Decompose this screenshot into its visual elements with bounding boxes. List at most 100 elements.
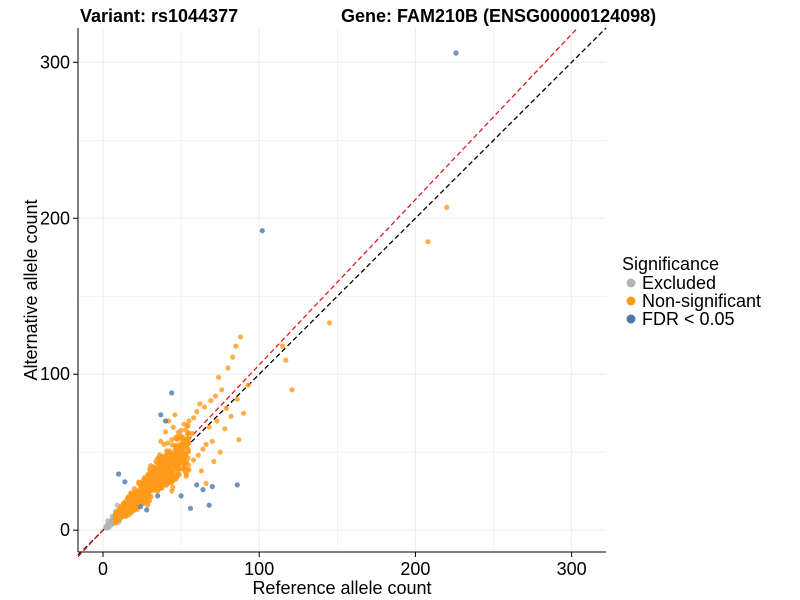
point-non-significant [183, 427, 189, 433]
point-non-significant [149, 473, 155, 479]
point-non-significant [159, 485, 165, 491]
point-fdr-0-05 [158, 412, 164, 418]
point-non-significant [175, 473, 181, 479]
point-fdr-0-05 [453, 50, 459, 56]
axes [77, 28, 606, 553]
point-non-significant [131, 507, 137, 513]
point-non-significant [170, 476, 176, 482]
point-non-significant [114, 515, 121, 521]
point-fdr-0-05 [234, 482, 240, 488]
point-non-significant [206, 424, 212, 430]
point-non-significant [425, 239, 431, 245]
series-fdr-0-05 [116, 50, 459, 513]
chart-title-variant: Variant: rs1044377 [80, 6, 238, 26]
point-non-significant [203, 441, 209, 447]
point-non-significant [172, 412, 178, 418]
point-non-significant [145, 499, 151, 505]
point-non-significant [180, 451, 186, 457]
point-non-significant [158, 438, 164, 444]
point-fdr-0-05 [116, 471, 122, 477]
legend-title: Significance [622, 254, 719, 274]
x-axis-title: Reference allele count [252, 578, 431, 598]
legend-label: FDR < 0.05 [642, 309, 735, 329]
y-tick-label: 300 [40, 52, 70, 72]
point-non-significant [130, 493, 136, 499]
point-non-significant [175, 434, 181, 440]
point-non-significant [149, 488, 155, 494]
legend: Significance ExcludedNon-significantFDR … [622, 254, 761, 329]
x-tick-label: 300 [557, 559, 587, 579]
point-non-significant [124, 501, 130, 507]
point-non-significant [170, 470, 176, 476]
point-fdr-0-05 [187, 505, 194, 511]
legend-key-fdr-0-05 [626, 314, 636, 324]
point-non-significant [173, 454, 179, 460]
point-non-significant [225, 365, 231, 371]
point-non-significant [200, 446, 206, 452]
axis-ticks: 0 100 200 300 0 100 200 300 [40, 52, 587, 579]
y-tick-label: 200 [40, 208, 70, 228]
point-non-significant [131, 486, 137, 492]
point-non-significant [236, 437, 242, 443]
point-fdr-0-05 [209, 483, 215, 490]
point-non-significant [219, 387, 225, 393]
point-fdr-0-05 [122, 479, 128, 485]
point-non-significant [134, 500, 140, 506]
legend-label: Excluded [642, 273, 716, 293]
point-non-significant [217, 449, 223, 455]
point-non-significant [212, 393, 219, 399]
point-non-significant [283, 357, 289, 363]
point-fdr-0-05 [200, 487, 206, 493]
point-non-significant [181, 465, 187, 471]
point-non-significant [326, 320, 333, 326]
point-non-significant [185, 466, 191, 472]
legend-key-excluded [626, 278, 636, 288]
point-non-significant [444, 204, 450, 210]
point-non-significant [178, 427, 184, 433]
point-fdr-0-05 [259, 228, 265, 234]
point-non-significant [170, 424, 176, 430]
point-non-significant [203, 480, 209, 486]
point-non-significant [186, 418, 192, 424]
point-non-significant [124, 506, 130, 512]
grid-lines [78, 28, 606, 552]
point-non-significant [191, 415, 197, 421]
point-non-significant [174, 444, 180, 450]
point-non-significant [214, 418, 220, 424]
legend-key-non-significant [626, 296, 636, 306]
point-non-significant [241, 410, 247, 416]
point-non-significant [170, 484, 176, 490]
point-non-significant [140, 486, 146, 492]
chart-title-gene: Gene: FAM210B (ENSG00000124098) [341, 6, 656, 26]
point-non-significant [155, 488, 161, 494]
point-fdr-0-05 [137, 504, 144, 510]
point-non-significant [163, 462, 169, 469]
point-non-significant [166, 468, 172, 474]
point-non-significant [289, 387, 295, 393]
point-non-significant [230, 354, 236, 360]
series-non-significant [112, 204, 450, 526]
x-tick-label: 100 [244, 559, 274, 579]
point-non-significant [140, 491, 146, 497]
point-non-significant [156, 454, 162, 460]
point-non-significant [171, 450, 177, 456]
point-non-significant [195, 452, 201, 458]
point-non-significant [245, 382, 251, 388]
point-non-significant [222, 426, 228, 432]
point-fdr-0-05 [169, 390, 175, 396]
point-fdr-0-05 [144, 507, 150, 513]
point-non-significant [151, 469, 157, 475]
point-non-significant [161, 478, 168, 484]
point-non-significant [233, 343, 239, 349]
point-non-significant [211, 458, 217, 465]
point-non-significant [183, 438, 189, 444]
y-tick-label: 0 [60, 520, 70, 540]
x-tick-label: 0 [98, 559, 108, 579]
point-non-significant [179, 436, 185, 442]
legend-label: Non-significant [642, 291, 761, 311]
point-non-significant [223, 405, 229, 412]
point-non-significant [201, 404, 208, 410]
point-non-significant [118, 507, 124, 514]
point-fdr-0-05 [206, 502, 212, 508]
